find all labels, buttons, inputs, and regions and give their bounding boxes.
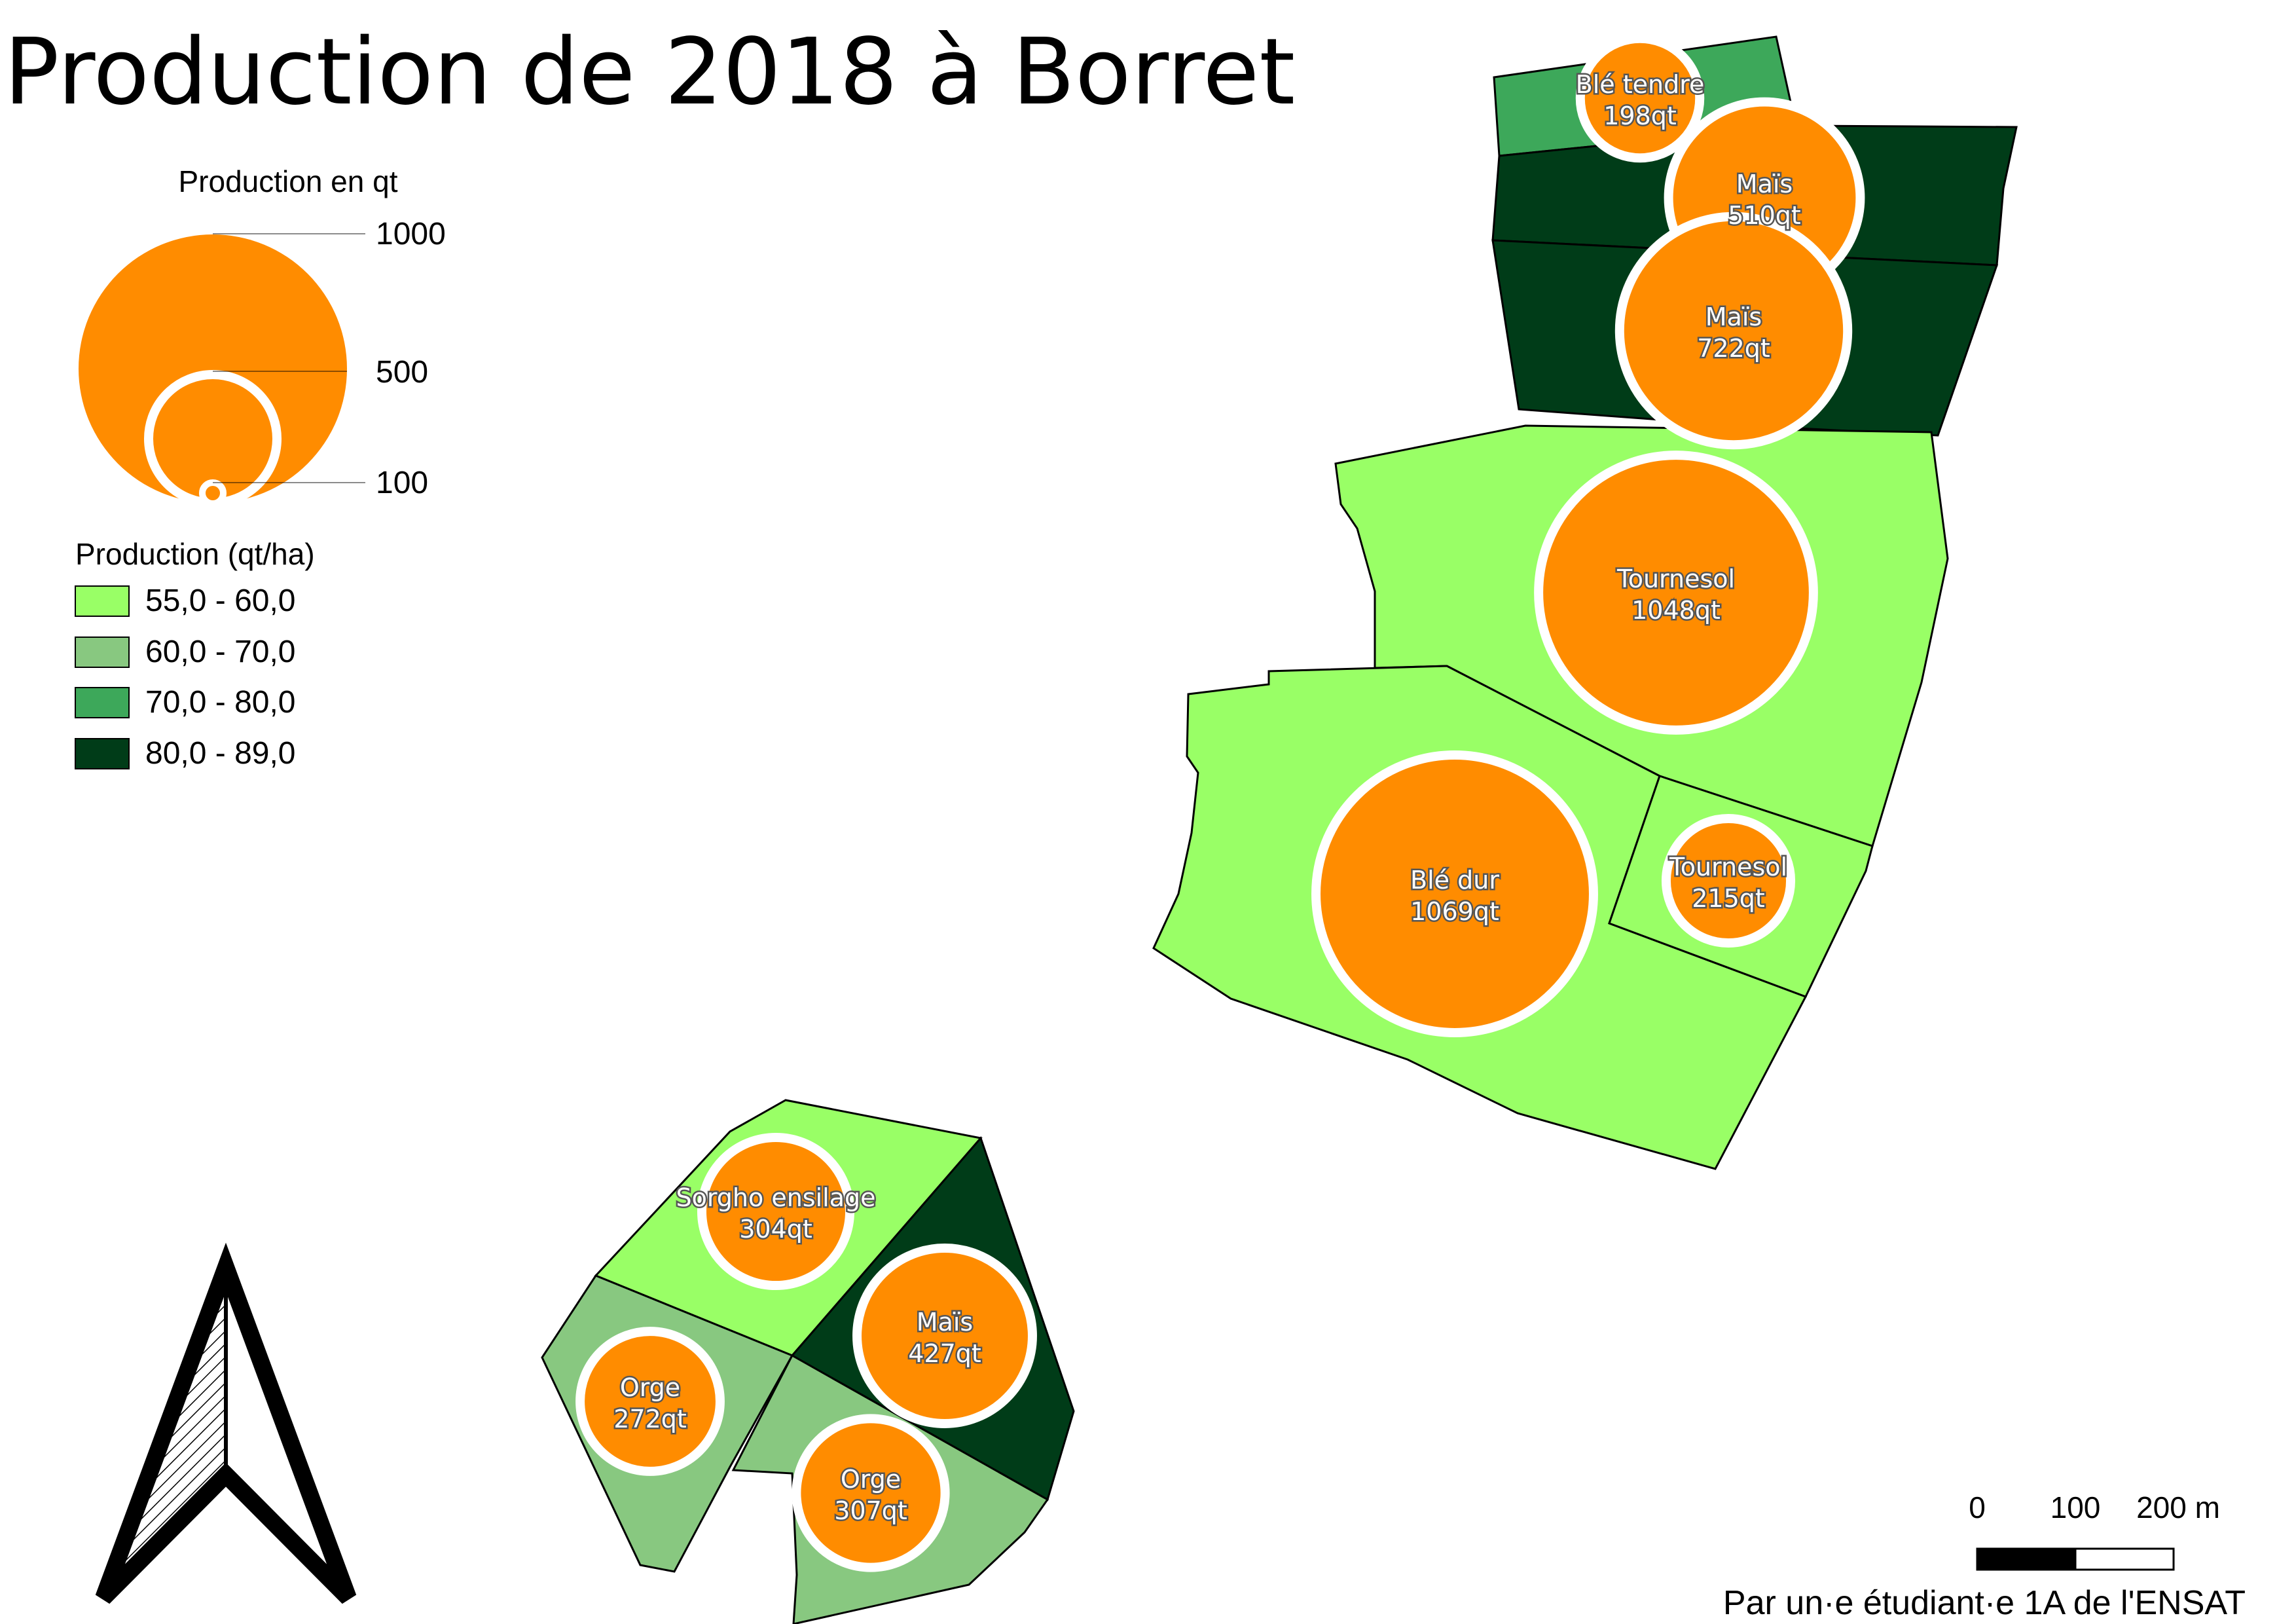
production-circle[interactable] bbox=[1311, 750, 1598, 1037]
legend-swatch-80-89 bbox=[75, 738, 130, 769]
plot-crop-name: Orge bbox=[620, 1373, 680, 1402]
plot-production-value: 427qt bbox=[908, 1339, 981, 1368]
size-legend: Production en qt 1000 500 100 bbox=[79, 164, 446, 507]
plot-label: Maïs 510qt bbox=[1728, 170, 1801, 230]
production-circles bbox=[575, 33, 1865, 1572]
plot-production-value: 307qt bbox=[834, 1496, 907, 1525]
plot-crop-name: Blé tendre bbox=[1576, 70, 1705, 99]
legend-label-70-80: 70,0 - 80,0 bbox=[145, 685, 296, 720]
plot-label: Tournesol 215qt bbox=[1669, 853, 1787, 913]
plot-crop-name: Tournesol bbox=[1616, 564, 1735, 593]
plot-crop-name: Maïs bbox=[1705, 303, 1762, 331]
plot-production-value: 272qt bbox=[613, 1405, 687, 1433]
plot-production-value: 722qt bbox=[1697, 334, 1770, 363]
scale-segment-dark bbox=[1976, 1547, 2077, 1571]
north-arrow-icon bbox=[95, 1242, 357, 1604]
scale-label-100: 100 bbox=[2050, 1490, 2101, 1524]
plot-label: Orge 307qt bbox=[834, 1465, 907, 1525]
plot-production-value: 1048qt bbox=[1631, 596, 1721, 625]
plot-crop-name: Maïs bbox=[917, 1308, 973, 1337]
color-legend-title: Production (qt/ha) bbox=[75, 537, 315, 571]
legend-label-55-60: 55,0 - 60,0 bbox=[145, 583, 296, 618]
plot-label: Blé tendre 198qt bbox=[1576, 70, 1705, 130]
plot-label: Sorgho ensilage 304qt bbox=[676, 1183, 875, 1244]
plot-crop-name: Sorgho ensilage bbox=[676, 1183, 875, 1212]
production-circle[interactable] bbox=[575, 1327, 725, 1476]
production-circle[interactable] bbox=[1661, 813, 1796, 948]
production-circle[interactable] bbox=[1534, 451, 1818, 735]
size-legend-title: Production en qt bbox=[178, 164, 397, 198]
size-legend-value-500: 500 bbox=[376, 355, 428, 390]
scale-label-0: 0 bbox=[1969, 1490, 1986, 1524]
color-legend: Production (qt/ha) 55,0 - 60,0 60,0 - 70… bbox=[75, 537, 315, 771]
size-legend-value-1000: 1000 bbox=[376, 217, 446, 251]
size-legend-value-100: 100 bbox=[376, 466, 428, 500]
plot-label: Blé dur 1069qt bbox=[1410, 866, 1499, 926]
plot-production-value: 304qt bbox=[739, 1215, 812, 1244]
scale-bar: 0 100 200 m bbox=[1969, 1490, 2220, 1571]
plot-crop-name: Tournesol bbox=[1669, 853, 1787, 881]
production-labels: Blé tendre 198qt Maïs 510qt Maïs 722qt Tournes… bbox=[612, 69, 1803, 1527]
scale-segment-light bbox=[2074, 1547, 2175, 1571]
plot-label: Tournesol 1048qt bbox=[1616, 564, 1735, 625]
legend-label-60-70: 60,0 - 70,0 bbox=[145, 635, 296, 669]
plot-crop-name: Orge bbox=[841, 1465, 901, 1494]
plot-production-value: 198qt bbox=[1603, 101, 1677, 130]
legend-swatch-55-60 bbox=[75, 585, 130, 617]
production-circle[interactable] bbox=[852, 1244, 1037, 1428]
production-circle[interactable] bbox=[1614, 212, 1853, 450]
scale-label-200: 200 m bbox=[2136, 1490, 2220, 1524]
credit-text: Par un·e étudiant·e 1A de l'ENSAT bbox=[1723, 1584, 2246, 1622]
plot-production-value: 510qt bbox=[1728, 201, 1801, 230]
map-title: Production de 2018 à Borret bbox=[4, 19, 1295, 126]
plot-crop-name: Blé dur bbox=[1410, 866, 1499, 895]
size-legend-circle-100 bbox=[199, 479, 227, 507]
plot-label: Orge 272qt bbox=[613, 1373, 687, 1433]
production-circle[interactable] bbox=[697, 1132, 855, 1291]
production-circle[interactable] bbox=[1575, 33, 1705, 163]
production-circle[interactable] bbox=[792, 1414, 950, 1572]
plot-production-value: 1069qt bbox=[1410, 897, 1499, 926]
plot-crop-name: Maïs bbox=[1736, 170, 1793, 198]
plot-production-value: 215qt bbox=[1692, 884, 1765, 913]
legend-label-80-89: 80,0 - 89,0 bbox=[145, 736, 296, 771]
plot-label: Maïs 722qt bbox=[1697, 303, 1770, 363]
plot-label: Maïs 427qt bbox=[908, 1308, 981, 1368]
legend-swatch-60-70 bbox=[75, 637, 130, 668]
legend-swatch-70-80 bbox=[75, 687, 130, 718]
